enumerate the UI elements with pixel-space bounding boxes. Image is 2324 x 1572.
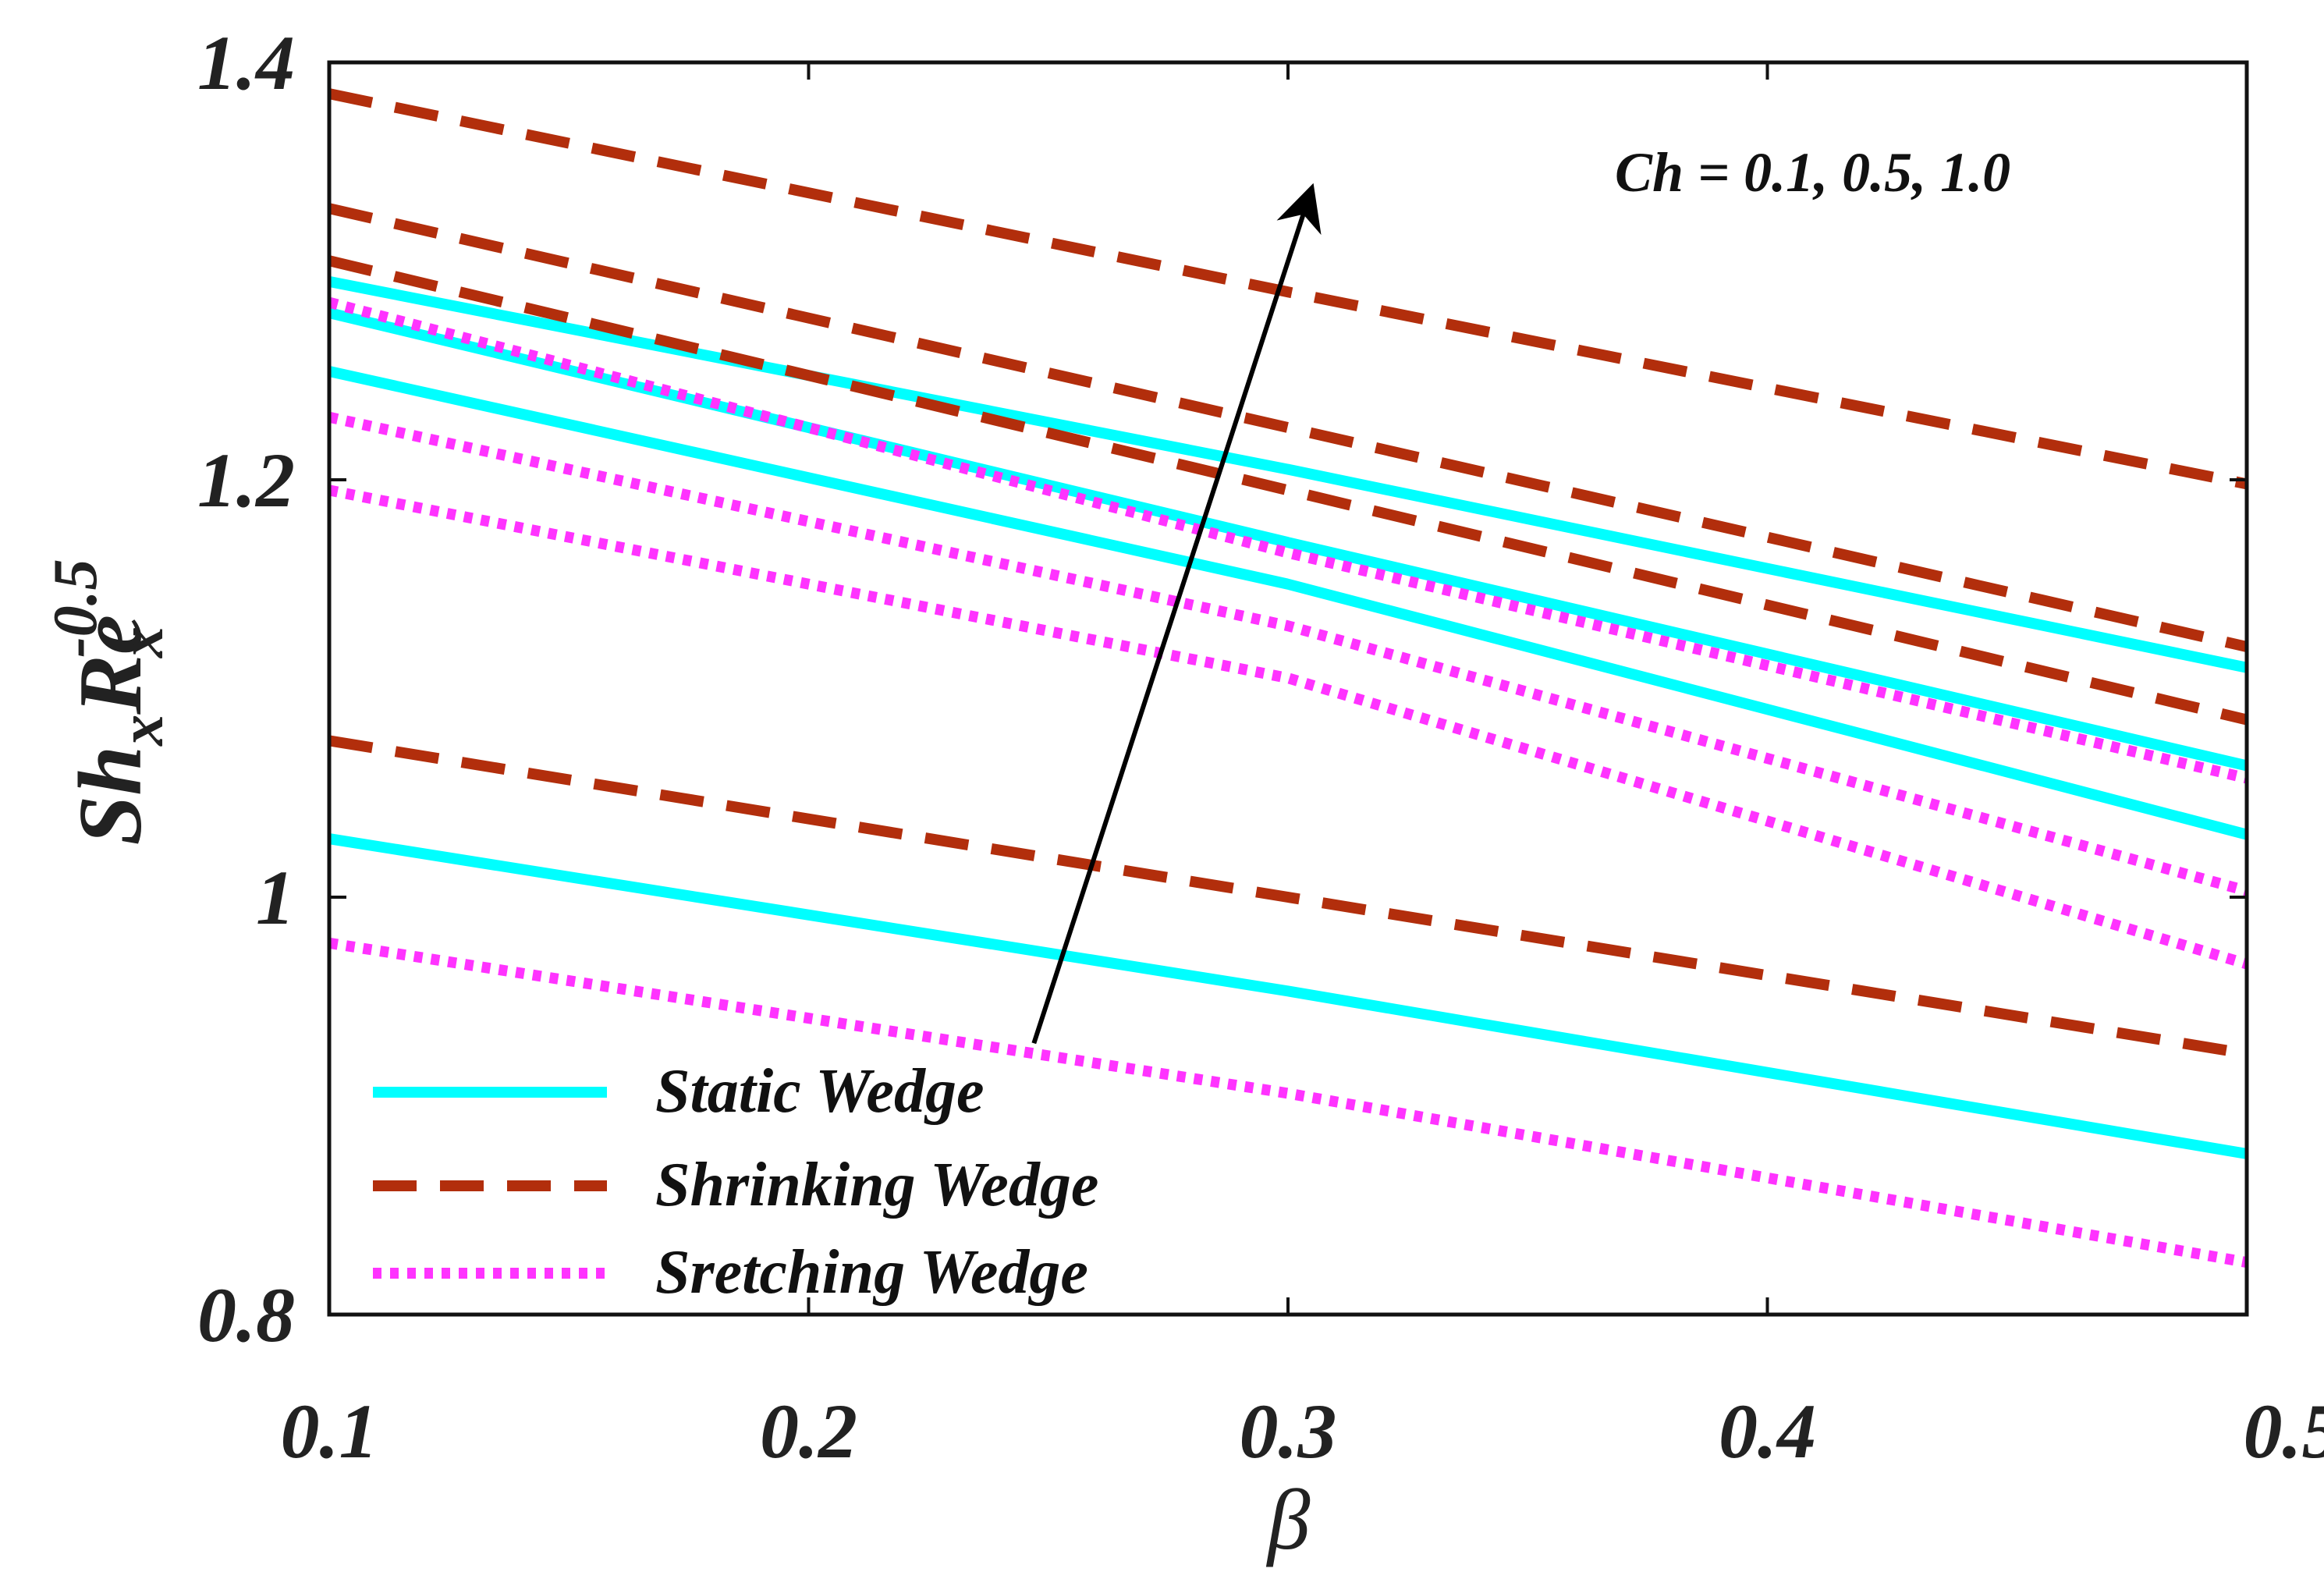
series-line-stretching-8 — [329, 937, 2247, 1269]
y-tick-label: 1 — [256, 854, 295, 941]
plot-background — [329, 62, 2247, 1315]
series-line-shrinking-7 — [329, 88, 2247, 490]
series-line-shrinking-6 — [329, 203, 2247, 652]
x-axis: 0.1 0.2 0.3 0.4 0.5 — [281, 62, 2324, 1474]
legend-label-shrinking: Shrinking Wedge — [655, 1151, 1098, 1219]
x-tick-label: 0.4 — [1719, 1388, 1816, 1474]
x-tick-label: 0.3 — [1240, 1388, 1337, 1474]
x-tick-label: 0.1 — [281, 1388, 378, 1474]
legend: Static Wedge Shrinking Wedge Sretching W… — [373, 1057, 1098, 1307]
x-tick-label: 0.2 — [760, 1388, 857, 1474]
y-tick-label: 1.4 — [197, 20, 295, 106]
series-line-stretching-10 — [329, 411, 2247, 896]
series-line-static-3 — [329, 276, 2247, 673]
y-tick-label: 1.2 — [197, 437, 295, 523]
legend-label-stretching: Sretching Wedge — [655, 1238, 1088, 1307]
series-line-stretching-11 — [329, 296, 2247, 784]
trend-arrow — [1031, 183, 1322, 1045]
legend-label-static: Static Wedge — [655, 1057, 984, 1126]
y-axis: 0.8 1 1.2 1.4 — [197, 20, 2247, 1358]
x-tick-label: 0.5 — [2244, 1388, 2324, 1474]
y-tick-label: 0.8 — [197, 1272, 295, 1358]
series-line-static-0 — [329, 833, 2247, 1159]
series-line-shrinking-4 — [329, 735, 2247, 1059]
series-line-shrinking-5 — [329, 255, 2247, 726]
x-axis-label: β — [1266, 1472, 1311, 1567]
series-line-static-1 — [329, 366, 2247, 840]
annotation-ch: Ch = 0.1, 0.5, 1.0 — [1615, 141, 2010, 204]
y-axis-label: ShxRex-0.5 — [41, 559, 176, 845]
series-layer — [329, 88, 2247, 1269]
